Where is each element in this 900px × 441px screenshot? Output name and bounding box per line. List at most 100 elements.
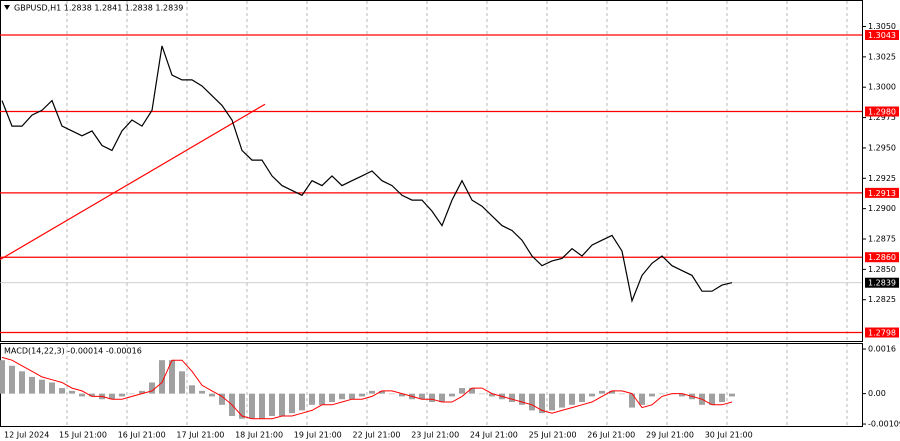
- level-label-box: [865, 252, 899, 263]
- macd-bar: [519, 393, 525, 405]
- macd-bar: [249, 393, 255, 419]
- y-tick-label: 1.2850: [868, 265, 896, 274]
- macd-bar: [69, 390, 75, 394]
- macd-bar: [0, 360, 5, 394]
- level-label: 1.2798: [868, 329, 896, 338]
- y-tick-label: 1.2875: [868, 235, 896, 244]
- level-label-box: [865, 187, 899, 198]
- x-tick-label: 25 Jul 21:00: [529, 431, 577, 440]
- macd-bar: [369, 390, 375, 394]
- y-tick-label: 1.2825: [868, 295, 896, 304]
- macd-bar: [539, 393, 545, 414]
- macd-title: MACD(14,22,3) -0.00014 -0.00016: [4, 347, 142, 356]
- macd-bar: [89, 393, 95, 397]
- macd-bar: [549, 393, 555, 411]
- level-label: 1.3043: [868, 31, 896, 40]
- macd-bar: [59, 388, 65, 394]
- level-label: 1.2913: [868, 189, 896, 198]
- macd-bar: [329, 393, 335, 403]
- macd-bar: [129, 393, 135, 395]
- macd-bar: [119, 393, 125, 397]
- price-line: [1, 45, 733, 304]
- title-arrow: [4, 5, 10, 10]
- macd-bar: [489, 393, 495, 397]
- macd-bar: [259, 393, 265, 419]
- macd-bar: [209, 393, 215, 397]
- macd-bar: [719, 393, 725, 403]
- macd-bar: [659, 393, 665, 395]
- macd-bar: [219, 393, 225, 405]
- chart-title: GBPUSD,H1 1.2838 1.2841 1.2838 1.2839: [14, 4, 183, 13]
- macd-bar: [389, 393, 395, 395]
- trend-line: [0, 103, 266, 261]
- macd-bar: [279, 393, 285, 416]
- macd-bar: [399, 393, 405, 397]
- y-tick-label: 1.3050: [868, 22, 896, 31]
- macd-bar: [579, 393, 585, 403]
- macd-bar: [639, 393, 645, 405]
- macd-bar: [29, 376, 35, 394]
- macd-bar: [49, 382, 55, 394]
- macd-bar: [429, 393, 435, 403]
- y-tick-label: 0.0016: [868, 345, 896, 354]
- y-tick-label: 1.3000: [868, 83, 896, 92]
- macd-bar: [359, 393, 365, 397]
- level-label-box: [865, 30, 899, 40]
- price-frame: [0, 0, 863, 342]
- macd-bar: [109, 393, 115, 400]
- y-tick-label: -0.00109: [868, 420, 900, 429]
- macd-bar: [559, 393, 565, 408]
- y-tick-label: 1.2900: [868, 204, 896, 213]
- level-label: 1.2860: [868, 253, 896, 262]
- macd-bar: [149, 382, 155, 394]
- macd-bar: [199, 390, 205, 394]
- macd-bar: [609, 390, 615, 394]
- x-tick-label: 12 Jul 2024: [4, 431, 49, 440]
- macd-bar: [469, 388, 475, 394]
- macd-bar: [709, 393, 715, 405]
- y-tick-label: 1.3025: [868, 52, 896, 61]
- x-tick-label: 22 Jul 21:00: [353, 431, 401, 440]
- x-tick-label: 23 Jul 21:00: [411, 431, 459, 440]
- y-tick-label: 1.2925: [868, 174, 896, 183]
- macd-bar: [729, 393, 735, 397]
- macd-bar: [79, 393, 85, 397]
- macd-bar: [569, 393, 575, 405]
- macd-bar: [629, 393, 635, 408]
- macd-bar: [479, 393, 485, 395]
- x-tick-label: 19 Jul 21:00: [294, 431, 342, 440]
- macd-bar: [309, 393, 315, 405]
- y-tick-label: 0.00: [868, 389, 886, 398]
- macd-bar: [19, 371, 25, 394]
- macd-bar: [589, 393, 595, 397]
- y-tick-label: 1.2975: [868, 113, 896, 122]
- macd-bar: [619, 393, 625, 395]
- x-tick-label: 30 Jul 21:00: [705, 431, 753, 440]
- macd-bar: [159, 360, 165, 394]
- x-tick-label: 15 Jul 21:00: [59, 431, 107, 440]
- macd-bar: [599, 390, 605, 394]
- level-label-box: [865, 106, 899, 117]
- macd-bar: [419, 393, 425, 400]
- macd-bar: [299, 393, 305, 411]
- macd-bar: [239, 393, 245, 419]
- level-label-box: [865, 327, 899, 338]
- y-tick-label: 1.2950: [868, 143, 896, 152]
- macd-bar: [39, 379, 45, 394]
- x-tick-label: 17 Jul 21:00: [176, 431, 224, 440]
- macd-bar: [189, 385, 195, 394]
- level-label: 1.2980: [868, 108, 896, 117]
- x-tick-label: 29 Jul 21:00: [646, 431, 694, 440]
- macd-bar: [179, 371, 185, 394]
- last-price-label: 1.2839: [868, 279, 896, 288]
- macd-bar: [679, 393, 685, 397]
- macd-bar: [349, 393, 355, 400]
- macd-bar: [9, 365, 15, 394]
- macd-bar: [169, 360, 175, 394]
- last-price-box: [865, 277, 899, 288]
- x-tick-label: 18 Jul 21:00: [235, 431, 283, 440]
- macd-bar: [649, 393, 655, 397]
- macd-bar: [139, 390, 145, 394]
